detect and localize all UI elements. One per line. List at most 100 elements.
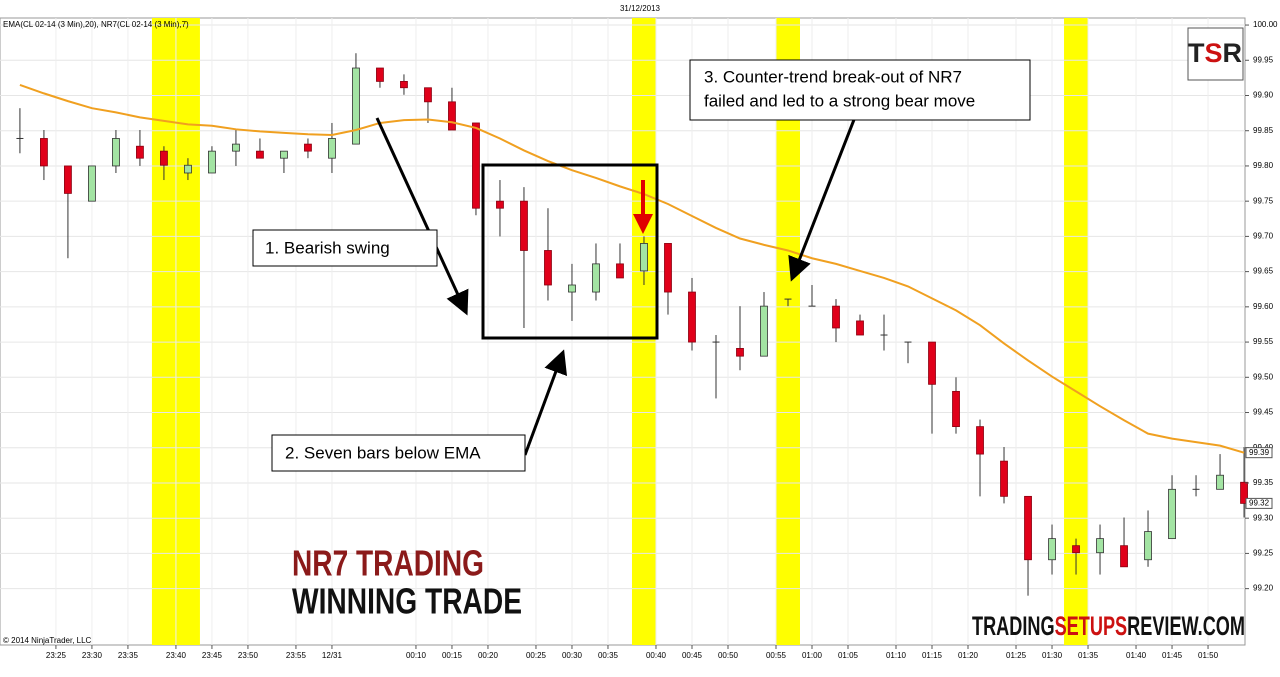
marks-layer — [16, 53, 1248, 596]
candle-body — [136, 145, 144, 159]
x-tick-label: 00:55 — [766, 651, 787, 660]
candle-body — [976, 426, 984, 455]
candle-body — [832, 305, 840, 329]
candle-body — [472, 122, 480, 209]
candle-body — [448, 101, 456, 131]
annotation: failed and led to a strong bear move — [704, 91, 975, 110]
candle-body — [256, 150, 264, 159]
candle-body — [544, 250, 552, 286]
candle-body — [688, 291, 696, 343]
logo-letter: R — [1223, 38, 1243, 68]
subheadline: WINNING TRADE — [292, 581, 522, 622]
x-tick-label: 23:40 — [166, 651, 187, 660]
candle-body — [40, 138, 48, 167]
y-tick-label: 99.50 — [1253, 372, 1274, 381]
y-tick-label: 99.55 — [1253, 337, 1274, 346]
candle-body — [1000, 460, 1008, 497]
x-tick-label: 23:50 — [238, 651, 259, 660]
candle-body — [400, 81, 408, 89]
site-part: TRADING — [972, 611, 1055, 641]
x-tick-label: 23:35 — [118, 651, 139, 660]
x-tick-label: 01:50 — [1198, 651, 1219, 660]
x-tick-label: 01:00 — [802, 651, 823, 660]
y-tick-label: 99.60 — [1253, 302, 1274, 311]
annotation: 1. Bearish swing — [265, 238, 390, 257]
candle-body — [280, 150, 288, 159]
x-tick-label: 00:20 — [478, 651, 499, 660]
overlay-layer: NR7 TRADING WINNING TRADE TRADINGSETUPS R… — [292, 27, 1245, 641]
headline: NR7 TRADING — [292, 543, 484, 584]
candle-body — [1144, 531, 1152, 561]
x-tick-label: 00:25 — [526, 651, 547, 660]
candle-body — [1168, 488, 1176, 540]
annotation-box — [252, 229, 438, 267]
annotation-layer: 1. Bearish swing 2. Seven bars below EMA… — [252, 59, 1031, 472]
candle-body — [736, 348, 744, 357]
x-tick-label: 00:40 — [646, 651, 667, 660]
y-tick-label: 99.80 — [1253, 161, 1274, 170]
candle-body — [760, 305, 768, 357]
y-tick-label: 99.35 — [1253, 478, 1274, 487]
y-tick-label: 100.00 — [1253, 20, 1278, 29]
x-tick-label: 23:45 — [202, 651, 223, 660]
candle-body — [616, 263, 624, 279]
y-tick-label: 99.90 — [1253, 91, 1274, 100]
candle-body — [88, 165, 96, 202]
candle-body — [1048, 538, 1056, 561]
candle-body — [592, 263, 600, 293]
candle-body — [664, 243, 672, 293]
candle-body — [856, 320, 864, 336]
x-tick-label: 00:30 — [562, 651, 583, 660]
x-tick-label: 01:30 — [1042, 651, 1063, 660]
candle-body — [112, 138, 120, 167]
candle-body — [424, 87, 432, 103]
chart-title: 31/12/2013 — [620, 4, 661, 13]
x-tick-label: 01:35 — [1078, 651, 1099, 660]
last-value-label: 99.39 — [1249, 448, 1270, 457]
x-tick-label: 01:40 — [1126, 651, 1147, 660]
x-tick-label: 12/31 — [322, 651, 343, 660]
last-value-box — [1245, 447, 1273, 459]
candle-body — [328, 138, 336, 159]
copyright: © 2014 NinjaTrader, LLC — [3, 636, 92, 645]
last-value-label: 99.32 — [1249, 499, 1270, 508]
candle-body — [1120, 545, 1128, 568]
x-tick-label: 00:15 — [442, 651, 463, 660]
candle-body — [1024, 495, 1032, 561]
x-tick-label: 01:25 — [1006, 651, 1027, 660]
x-tick-label: 01:05 — [838, 651, 859, 660]
indicator-label: EMA(CL 02-14 (3 Min),20), NR7(CL 02-14 (… — [3, 20, 189, 29]
y-tick-label: 99.20 — [1253, 584, 1274, 593]
y-tick-label: 99.95 — [1253, 55, 1274, 64]
logo-letter: T — [1188, 38, 1205, 68]
plot-area — [0, 17, 1246, 646]
annotation-box — [689, 59, 1031, 121]
y-tick-label: 99.75 — [1253, 196, 1274, 205]
y-tick-label: 99.25 — [1253, 549, 1274, 558]
x-tick-label: 01:15 — [922, 651, 943, 660]
candle-body — [1216, 474, 1224, 490]
nr7-box — [481, 163, 659, 340]
y-tick-label: 99.85 — [1253, 126, 1274, 135]
candle-body — [520, 200, 528, 251]
y-tick-label: 99.70 — [1253, 232, 1274, 241]
nr7-highlight — [631, 18, 656, 645]
x-tick-label: 01:45 — [1162, 651, 1183, 660]
nr7-highlight — [775, 18, 800, 645]
candle-body — [952, 390, 960, 428]
x-tick-label: 00:50 — [718, 651, 739, 660]
candle-body — [160, 150, 168, 166]
annotation: 3. Counter-trend break-out of NR7 — [704, 67, 962, 86]
site-part: SETUPS — [1055, 611, 1128, 641]
logo: TSR — [1188, 38, 1242, 68]
x-tick-label: 23:30 — [82, 651, 103, 660]
candle-body — [1240, 481, 1248, 504]
arrow — [788, 111, 859, 282]
last-value-box — [1245, 497, 1273, 509]
candle-body — [352, 67, 360, 145]
candle-body — [496, 200, 504, 209]
y-tick-label: 99.45 — [1253, 408, 1274, 417]
logo-letter: S — [1204, 38, 1222, 68]
candle-body — [304, 143, 312, 152]
